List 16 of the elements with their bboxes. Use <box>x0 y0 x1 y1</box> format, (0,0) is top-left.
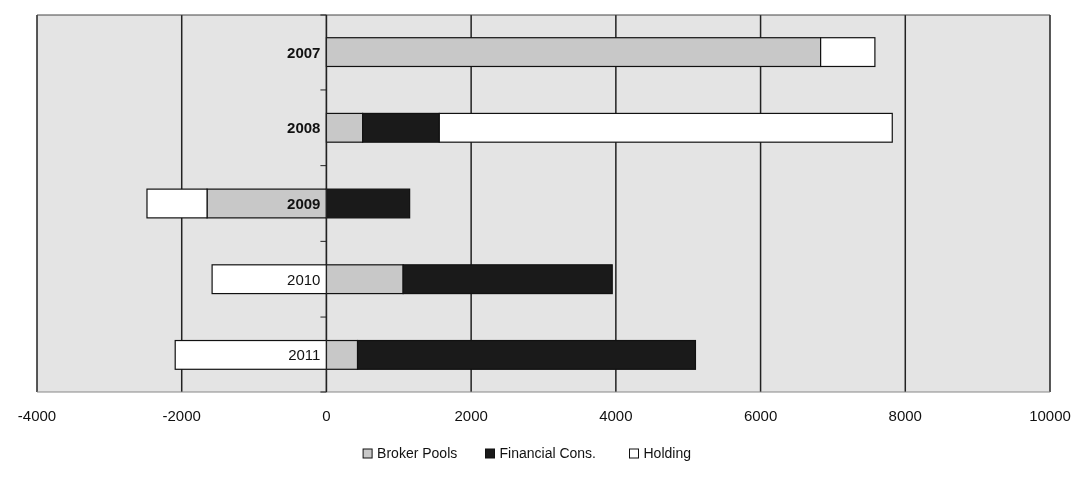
legend-label: Broker Pools <box>377 445 458 461</box>
x-tick-label: 2000 <box>454 407 488 424</box>
x-tick-label: -2000 <box>162 407 201 424</box>
x-tick-label: 6000 <box>743 407 778 424</box>
x-tick-label: 0 <box>322 407 331 424</box>
x-tick-label: -4000 <box>17 407 57 424</box>
y-tick-label: 2007 <box>287 43 321 61</box>
y-tick-label: 2010 <box>287 270 321 288</box>
y-tick-label: 2008 <box>287 119 321 137</box>
x-tick-label: 8000 <box>888 407 922 424</box>
x-tick-label: 4000 <box>599 407 633 424</box>
y-tick-label: 2011 <box>288 346 321 364</box>
legend-label: Holding <box>643 445 691 461</box>
legend-label: Financial Cons. <box>499 445 596 461</box>
x-tick-label: 10000 <box>1029 407 1071 424</box>
y-tick-label: 2009 <box>287 195 321 212</box>
